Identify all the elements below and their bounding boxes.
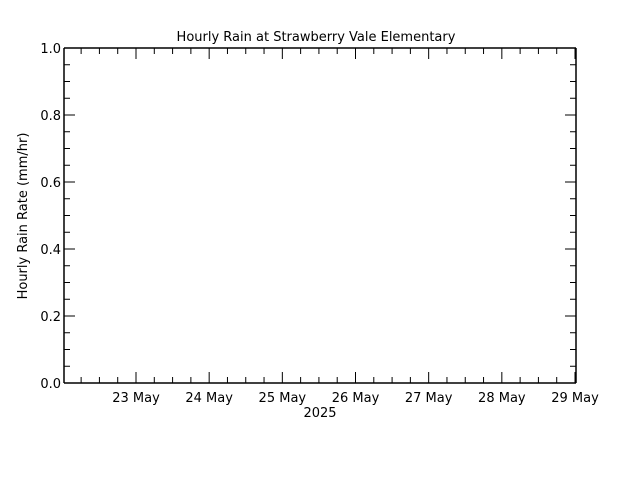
x-axis-label: 2025	[303, 406, 336, 421]
y-tick-label: 0.2	[40, 310, 61, 325]
y-tick-label: 0.0	[40, 377, 61, 392]
y-tick-label: 0.8	[40, 109, 61, 124]
x-tick-label: 25 May	[259, 391, 307, 406]
plot-area	[63, 47, 577, 384]
chart-title: Hourly Rain at Strawberry Vale Elementar…	[177, 30, 456, 45]
y-tick-labels: 0.0 0.2 0.4 0.6 0.8 1.0	[40, 42, 61, 392]
y-tick-label: 1.0	[40, 42, 61, 57]
x-tick-label: 26 May	[332, 391, 380, 406]
x-tick-label: 24 May	[185, 391, 233, 406]
x-tick-label: 23 May	[112, 391, 160, 406]
x-tick-label: 28 May	[478, 391, 526, 406]
y-axis-label: Hourly Rain Rate (mm/hr)	[16, 133, 31, 300]
x-tick-labels: 23 May 24 May 25 May 26 May 27 May 28 May 29 M…	[112, 391, 599, 406]
x-tick-label: 29 May	[551, 391, 599, 406]
y-tick-label: 0.4	[40, 243, 61, 258]
y-tick-label: 0.6	[40, 176, 61, 191]
x-tick-label: 27 May	[405, 391, 453, 406]
